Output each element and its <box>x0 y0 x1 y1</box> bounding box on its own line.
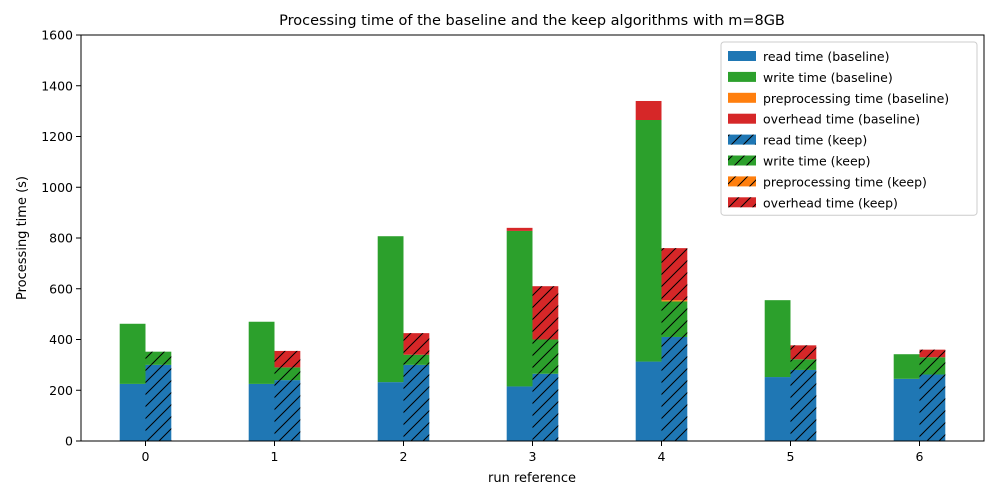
bar-hatch-keep-read-1 <box>274 380 301 441</box>
bar-hatch-keep-overhead-1 <box>274 350 301 368</box>
bar-baseline-write-5 <box>764 300 791 378</box>
y-tick-label: 1000 <box>41 180 73 195</box>
y-tick-label: 1200 <box>41 129 73 144</box>
bar-hatch-keep-write-6 <box>919 357 946 375</box>
bar-hatch-keep-preprocessing-4 <box>661 300 688 302</box>
legend-label: preprocessing time (baseline) <box>763 91 949 106</box>
bar-baseline-read-2 <box>377 382 404 441</box>
bar-baseline-read-6 <box>893 378 920 441</box>
bar-baseline-overhead-4 <box>635 100 662 121</box>
legend: read time (baseline) write time (baseline… <box>720 41 978 216</box>
legend-label: read time (keep) <box>763 133 867 148</box>
bar-baseline-read-1 <box>248 383 275 441</box>
bar-baseline-overhead-3 <box>506 227 533 231</box>
bar-baseline-read-4 <box>635 361 662 441</box>
legend-swatch-baseline-write <box>728 71 756 82</box>
chart-title: Processing time of the baseline and the … <box>279 13 785 29</box>
legend-label: overhead time (keep) <box>763 195 898 210</box>
bar-baseline-write-4 <box>635 120 662 362</box>
x-axis-label: run reference <box>488 471 576 486</box>
x-tick-label: 2 <box>400 449 408 464</box>
bar-hatch-keep-overhead-2 <box>403 333 430 355</box>
x-tick-label: 1 <box>271 449 279 464</box>
bar-hatch-keep-overhead-5 <box>790 345 817 360</box>
y-tick-label: 0 <box>65 434 73 449</box>
bar-hatch-keep-write-1 <box>274 367 301 381</box>
legend-swatch-hatch <box>728 134 756 145</box>
y-tick-label: 800 <box>49 231 73 246</box>
x-tick-label: 0 <box>142 449 150 464</box>
bar-baseline-write-3 <box>506 230 533 387</box>
bar-hatch-keep-write-3 <box>532 339 559 374</box>
bar-baseline-write-6 <box>893 354 920 379</box>
y-axis: 0 200 400 600 800 1000 1200 1400 1600 <box>41 28 81 449</box>
bar-hatch-keep-write-0 <box>145 351 172 365</box>
legend-swatch-hatch <box>728 176 756 187</box>
bar-baseline-write-2 <box>377 236 404 383</box>
legend-swatch-baseline-preprocessing <box>728 92 756 103</box>
bar-hatch-keep-read-4 <box>661 336 688 441</box>
legend-label: write time (baseline) <box>763 70 893 85</box>
bar-hatch-keep-write-2 <box>403 354 430 365</box>
bar-hatch-keep-write-4 <box>661 301 688 337</box>
bar-hatch-keep-overhead-6 <box>919 349 946 358</box>
bar-hatch-keep-read-3 <box>532 373 559 441</box>
legend-label: overhead time (baseline) <box>763 112 920 127</box>
x-tick-label: 3 <box>529 449 537 464</box>
bar-hatch-keep-overhead-3 <box>532 286 559 340</box>
y-axis-label: Processing time (s) <box>15 176 30 300</box>
bar-baseline-read-5 <box>764 377 791 441</box>
bar-hatch-keep-read-6 <box>919 374 946 441</box>
bar-hatch-keep-read-0 <box>145 364 172 441</box>
bar-baseline-read-0 <box>119 383 146 441</box>
y-tick-label: 1400 <box>41 78 73 93</box>
y-tick-label: 200 <box>49 383 73 398</box>
x-tick-label: 6 <box>916 449 924 464</box>
x-axis: 0 1 2 3 4 5 6 <box>142 441 924 464</box>
bar-baseline-write-1 <box>248 321 275 384</box>
bar-hatch-keep-read-5 <box>790 369 817 441</box>
legend-swatch-hatch <box>728 155 756 166</box>
bar-hatch-keep-overhead-4 <box>661 248 688 301</box>
y-tick-label: 400 <box>49 332 73 347</box>
bar-baseline-write-0 <box>119 323 146 384</box>
bar-hatch-keep-read-2 <box>403 364 430 441</box>
legend-swatch-baseline-read <box>728 51 756 61</box>
legend-label: read time (baseline) <box>763 49 889 64</box>
bar-hatch-keep-write-5 <box>790 359 817 370</box>
bar-baseline-read-3 <box>506 386 533 441</box>
x-tick-label: 5 <box>787 449 795 464</box>
bars-layer <box>119 100 946 441</box>
legend-swatch-hatch <box>728 197 756 208</box>
legend-swatch-baseline-overhead <box>728 113 756 124</box>
legend-label: preprocessing time (keep) <box>763 174 927 189</box>
y-tick-label: 1600 <box>41 28 73 43</box>
legend-label: write time (keep) <box>763 154 870 169</box>
legend-box <box>720 41 978 216</box>
y-tick-label: 600 <box>49 281 73 296</box>
x-tick-label: 4 <box>658 449 666 464</box>
